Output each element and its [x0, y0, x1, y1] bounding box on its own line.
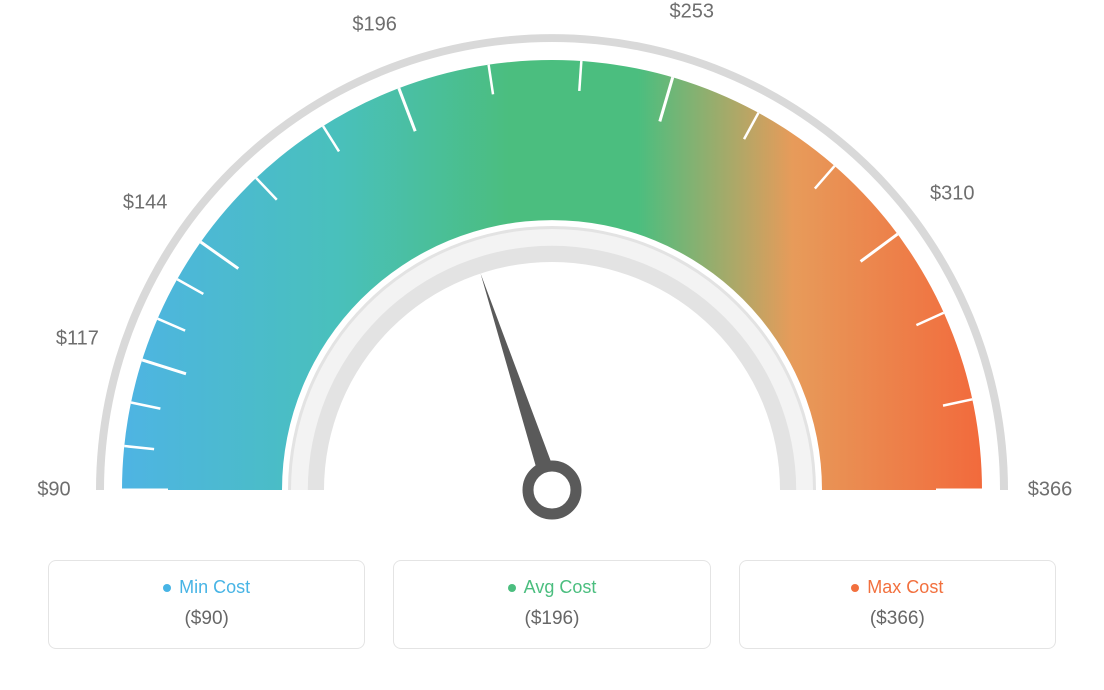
legend-title-max: Max Cost: [851, 577, 943, 598]
legend-title-avg: Avg Cost: [508, 577, 597, 598]
legend-value: ($196): [404, 608, 699, 630]
gauge-tick-label: $90: [37, 479, 70, 502]
legend-dot-icon: [163, 584, 171, 592]
legend-value: ($90): [59, 608, 354, 630]
gauge-chart: $90 $117 $144 $196 $253 $310 $366: [0, 0, 1104, 560]
legend-card-avg: Avg Cost ($196): [393, 560, 710, 649]
legend-label: Avg Cost: [524, 577, 597, 598]
legend-label: Max Cost: [867, 577, 943, 598]
gauge-tick-label: $310: [930, 182, 975, 205]
gauge-tick-label: $253: [670, 1, 715, 24]
legend-dot-icon: [851, 584, 859, 592]
gauge-tick-label: $144: [123, 191, 168, 214]
legend-value: ($366): [750, 608, 1045, 630]
legend-dot-icon: [508, 584, 516, 592]
legend-title-min: Min Cost: [163, 577, 250, 598]
gauge-tick-label: $196: [352, 13, 397, 36]
gauge-tick-label: $117: [56, 328, 99, 351]
legend-card-max: Max Cost ($366): [739, 560, 1056, 649]
legend-card-min: Min Cost ($90): [48, 560, 365, 649]
legend-row: Min Cost ($90) Avg Cost ($196) Max Cost ($366…: [0, 560, 1104, 649]
legend-label: Min Cost: [179, 577, 250, 598]
gauge-tick-label: $366: [1028, 479, 1073, 502]
gauge-svg: [0, 0, 1104, 560]
